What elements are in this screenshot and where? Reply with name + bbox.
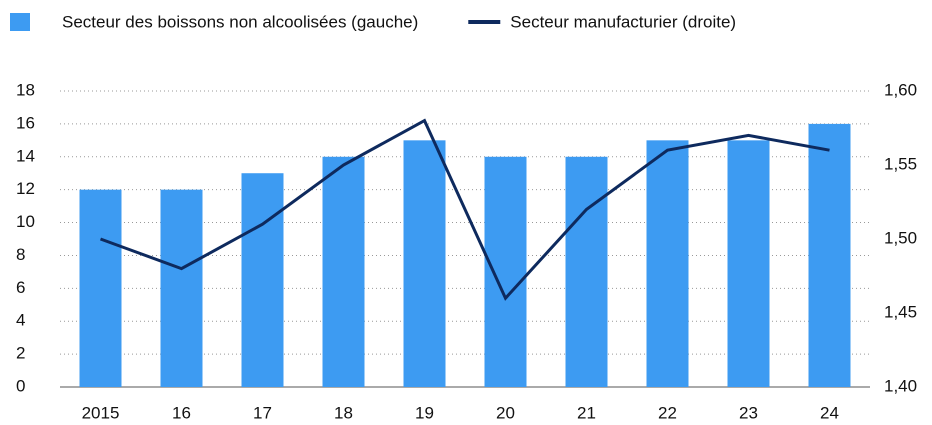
bar xyxy=(403,140,446,387)
y2-tick-label: 1,45 xyxy=(884,302,917,321)
x-tick-label: 23 xyxy=(739,403,758,422)
y2-tick-label: 1,55 xyxy=(884,154,917,173)
y-tick-label: 10 xyxy=(16,212,35,231)
bar xyxy=(241,173,284,387)
bar xyxy=(646,140,689,387)
x-tick-label: 21 xyxy=(577,403,596,422)
y-tick-label: 6 xyxy=(16,278,25,297)
y-tick-label: 4 xyxy=(16,311,25,330)
x-tick-label: 17 xyxy=(253,403,272,422)
y-tick-label: 12 xyxy=(16,179,35,198)
x-tick-label: 2015 xyxy=(82,403,120,422)
y-tick-label: 16 xyxy=(16,113,35,132)
legend-label: Secteur manufacturier (droite) xyxy=(510,12,736,31)
y-tick-label: 14 xyxy=(16,146,35,165)
x-tick-label: 20 xyxy=(496,403,515,422)
x-tick-label: 16 xyxy=(172,403,191,422)
bar xyxy=(484,156,527,387)
y2-tick-label: 1,40 xyxy=(884,376,917,395)
bar xyxy=(727,140,770,387)
x-tick-label: 18 xyxy=(334,403,353,422)
y-tick-label: 18 xyxy=(16,80,35,99)
x-tick-label: 22 xyxy=(658,403,677,422)
bar xyxy=(79,189,122,387)
y-tick-label: 8 xyxy=(16,245,25,264)
legend-label: Secteur des boissons non alcoolisées (ga… xyxy=(62,12,418,31)
bar xyxy=(565,156,608,387)
x-tick-label: 19 xyxy=(415,403,434,422)
y2-tick-label: 1,50 xyxy=(884,228,917,247)
y2-tick-label: 1,60 xyxy=(884,80,917,99)
bar xyxy=(160,189,203,387)
bar xyxy=(808,123,851,387)
legend-swatch xyxy=(10,13,30,31)
line xyxy=(99,118,830,301)
y-tick-label: 2 xyxy=(16,344,25,363)
x-tick-label: 24 xyxy=(820,403,839,422)
y-tick-label: 0 xyxy=(16,376,25,395)
bar xyxy=(322,156,365,387)
